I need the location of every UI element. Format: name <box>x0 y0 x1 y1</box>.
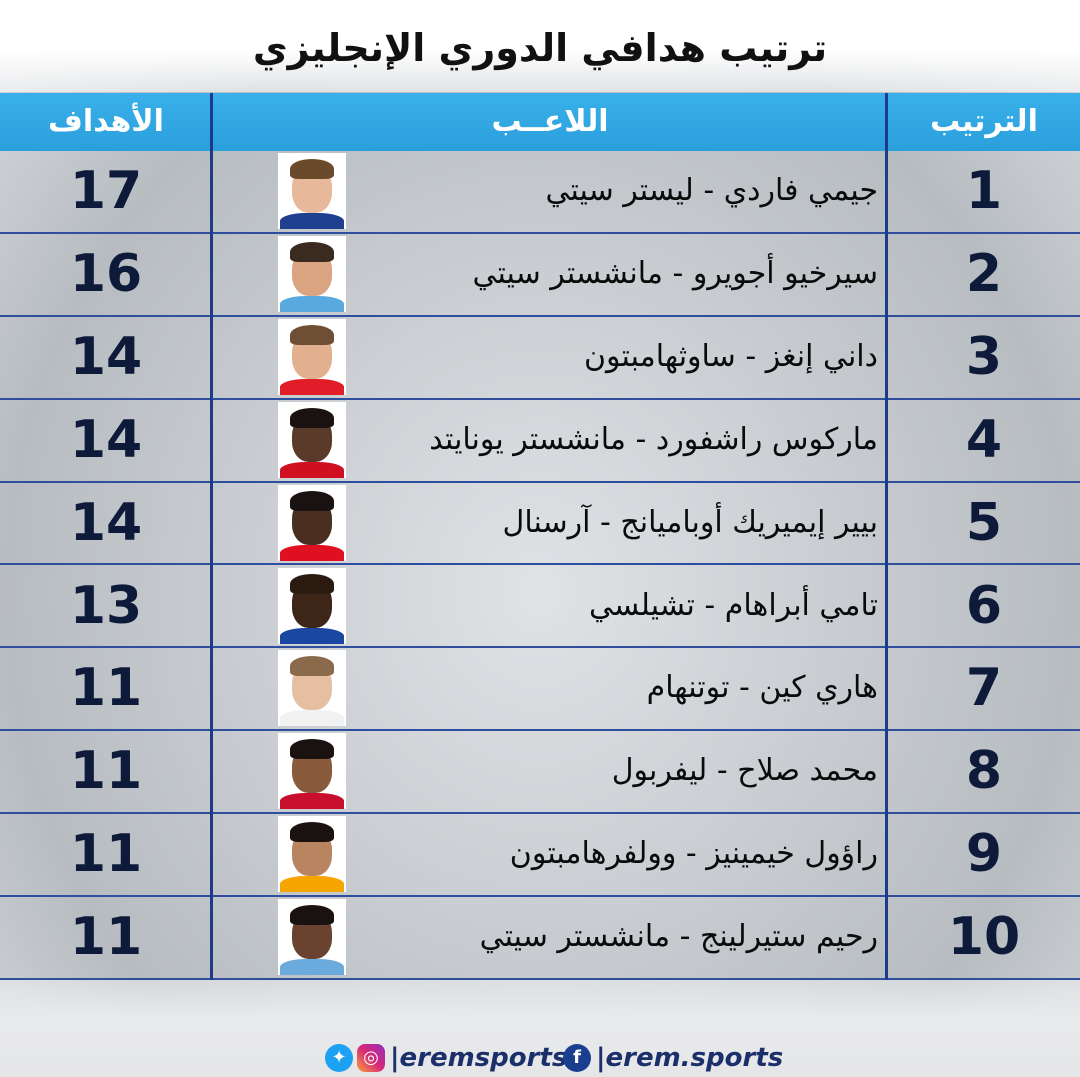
column-divider-rank <box>885 93 888 980</box>
table-row: 11 رحيم ستيرلينج - مانشستر سيتي 10 <box>0 897 1080 980</box>
player-photo <box>278 235 346 312</box>
goals-cell: 11 <box>69 824 143 885</box>
player-cell: جيمي فاردي - ليستر سيتي <box>545 173 878 208</box>
goals-cell: 14 <box>69 409 143 470</box>
player-photo <box>278 650 346 727</box>
table-row: 11 محمد صلاح - ليفربول 8 <box>0 731 1080 815</box>
background-top-fade <box>0 0 1080 92</box>
facebook-icon[interactable]: f <box>563 1044 591 1072</box>
player-photo <box>278 816 346 893</box>
table-row: 16 سيرخيو أجويرو - مانشستر سيتي 2 <box>0 234 1080 317</box>
player-photo <box>278 899 346 976</box>
player-photo <box>278 153 346 229</box>
table-row: 14 ماركوس راشفورد - مانشستر يونايتد 4 <box>0 400 1080 483</box>
player-cell: ماركوس راشفورد - مانشستر يونايتد <box>429 421 878 457</box>
player-hair <box>290 822 334 843</box>
goals-cell: 17 <box>69 161 143 221</box>
player-shirt <box>280 627 344 644</box>
player-photo <box>278 318 346 395</box>
rank-cell: 6 <box>965 575 1003 636</box>
player-hair <box>290 159 334 179</box>
player-shirt <box>280 793 344 810</box>
goals-cell: 16 <box>69 243 143 304</box>
header-rank: الترتيب <box>930 104 1038 139</box>
table-row: 14 بيير إيميريك أوباميانج - آرسنال 5 <box>0 483 1080 566</box>
table-row: 13 تامي أبراهام - تشيلسي 6 <box>0 566 1080 649</box>
player-photo <box>278 567 346 644</box>
social-handle[interactable]: |eremsports <box>390 1043 568 1073</box>
rank-cell: 4 <box>965 409 1003 470</box>
player-cell: داني إنغز - ساوثهامبتون <box>584 338 878 374</box>
rank-cell: 7 <box>965 658 1003 719</box>
player-hair <box>290 656 334 677</box>
player-cell: راؤول خيمينيز - وولفرهامبتون <box>509 836 878 872</box>
table-row: 14 داني إنغز - ساوثهامبتون 3 <box>0 317 1080 400</box>
header-player: اللاعــب <box>491 104 609 139</box>
footer: ✦ ◎ |eremsports f |erem.sports <box>0 1040 1080 1076</box>
player-hair <box>290 324 334 345</box>
player-photo <box>278 733 346 810</box>
instagram-icon[interactable]: ◎ <box>357 1044 385 1072</box>
player-cell: بيير إيميريك أوباميانج - آرسنال <box>502 504 878 540</box>
table-header: الترتيب اللاعــب الأهداف <box>0 93 1080 151</box>
column-divider-goals <box>210 93 213 980</box>
player-hair <box>290 573 334 594</box>
rank-cell: 2 <box>965 243 1003 304</box>
player-cell: هاري كين - توتنهام <box>646 670 878 706</box>
goals-cell: 14 <box>69 492 143 553</box>
goals-cell: 11 <box>69 658 143 719</box>
player-hair <box>290 739 334 760</box>
goals-cell: 13 <box>69 575 143 636</box>
player-shirt <box>280 710 344 727</box>
player-shirt <box>280 959 344 976</box>
twitter-icon[interactable]: ✦ <box>325 1044 353 1072</box>
table-row: 17 جيمي فاردي - ليستر سيتي 1 <box>0 151 1080 234</box>
rank-cell: 5 <box>965 492 1003 553</box>
rank-cell: 10 <box>947 907 1021 968</box>
player-photo <box>278 401 346 478</box>
player-shirt <box>280 213 344 229</box>
player-cell: محمد صلاح - ليفربول <box>611 753 878 789</box>
player-cell: تامي أبراهام - تشيلسي <box>589 587 878 623</box>
rank-cell: 3 <box>965 326 1003 387</box>
table-row: 11 هاري كين - توتنهام 7 <box>0 648 1080 732</box>
player-shirt <box>280 295 344 312</box>
player-hair <box>290 241 334 262</box>
player-hair <box>290 490 334 511</box>
page-title: ترتيب هدافي الدوري الإنجليزي <box>252 26 828 70</box>
header-goals: الأهداف <box>48 104 164 139</box>
scorers-table: الترتيب اللاعــب الأهداف 17 جيمي فاردي - … <box>0 93 1080 980</box>
player-hair <box>290 905 334 926</box>
player-cell: رحيم ستيرلينج - مانشستر سيتي <box>479 919 878 955</box>
player-shirt <box>280 378 344 395</box>
goals-cell: 14 <box>69 326 143 387</box>
player-hair <box>290 407 334 428</box>
rank-cell: 1 <box>965 161 1003 221</box>
table-row: 11 راؤول خيمينيز - وولفرهامبتون 9 <box>0 814 1080 898</box>
facebook-handle[interactable]: |erem.sports <box>596 1043 784 1073</box>
background-bottom-fade <box>0 980 1080 1077</box>
player-photo <box>278 484 346 561</box>
rank-cell: 9 <box>965 824 1003 885</box>
player-cell: سيرخيو أجويرو - مانشستر سيتي <box>472 255 878 291</box>
player-shirt <box>280 544 344 561</box>
player-shirt <box>280 876 344 893</box>
rank-cell: 8 <box>965 741 1003 802</box>
goals-cell: 11 <box>69 741 143 802</box>
goals-cell: 11 <box>69 907 143 968</box>
player-shirt <box>280 461 344 478</box>
